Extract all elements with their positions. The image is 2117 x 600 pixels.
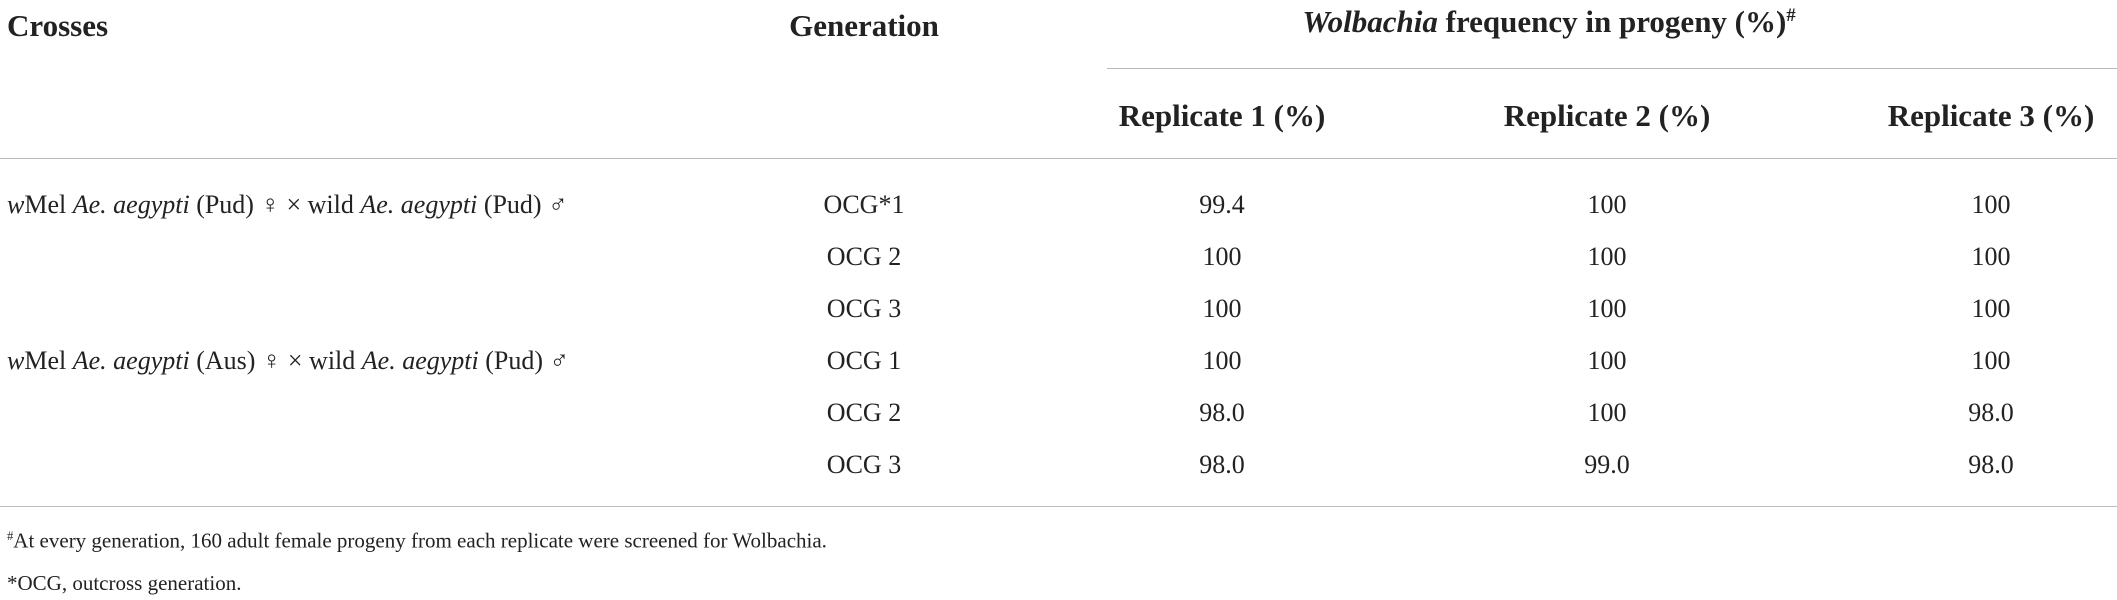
text-segment: # <box>7 529 14 543</box>
generation-cell: OCG 1 <box>827 348 901 374</box>
text-segment: Ae. aegypti <box>361 346 479 375</box>
replicate-header: Replicate 3 (%) <box>1888 100 2095 131</box>
text: 99.4 <box>1199 190 1245 219</box>
frequency-value: 100 <box>1972 244 2011 270</box>
cross-label: wMel Ae. aegypti (Aus) ♀ × wild Ae. aegy… <box>7 348 569 374</box>
frequency-value: 99.4 <box>1199 192 1245 218</box>
footnote: #At every generation, 160 adult female p… <box>7 530 827 552</box>
frequency-value: 100 <box>1588 348 1627 374</box>
text: Replicate 2 (%) <box>1503 98 1711 133</box>
text: 100 <box>1971 190 2011 219</box>
frequency-value: 100 <box>1972 296 2011 322</box>
text: OCG 3 <box>826 294 902 323</box>
frequency-value: 100 <box>1588 296 1627 322</box>
replicate-header: Replicate 2 (%) <box>1504 100 1711 131</box>
text-segment: Mel <box>24 346 73 375</box>
frequency-value: 100 <box>1588 192 1627 218</box>
frequency-value: 100 <box>1972 192 2011 218</box>
text-segment: At every generation, 160 adult female pr… <box>13 528 827 553</box>
frequency-value: 100 <box>1972 348 2011 374</box>
text: OCG 2 <box>826 398 902 427</box>
crosses-header: Crosses <box>7 10 108 41</box>
text: 98.0 <box>1199 450 1245 479</box>
header-rule <box>1107 68 2117 69</box>
text: Crosses <box>7 8 109 43</box>
text-segment: (Aus) ♀ × wild <box>189 346 362 375</box>
text: 100 <box>1587 346 1627 375</box>
cross-label: wMel Ae. aegypti (Pud) ♀ × wild Ae. aegy… <box>7 192 568 218</box>
text: 100 <box>1587 190 1627 219</box>
text: 100 <box>1587 242 1627 271</box>
text: 100 <box>1202 242 1242 271</box>
text: 100 <box>1202 346 1242 375</box>
text: OCG 3 <box>826 450 902 479</box>
frequency-value: 98.0 <box>1968 400 2014 426</box>
text: 100 <box>1971 346 2011 375</box>
generation-cell: OCG 2 <box>827 244 901 270</box>
text-segment: (Pud) ♀ × wild <box>189 190 361 219</box>
frequency-value: 100 <box>1203 296 1242 322</box>
frequency-value: 98.0 <box>1968 452 2014 478</box>
text: 100 <box>1971 294 2011 323</box>
text-segment: *OCG, outcross generation. <box>7 571 242 595</box>
text: Replicate 1 (%) <box>1118 98 1326 133</box>
text-segment: w <box>7 346 25 375</box>
text-segment: Ae. aegypti <box>72 346 190 375</box>
text-segment: # <box>1786 4 1796 26</box>
footnote: *OCG, outcross generation. <box>7 573 241 594</box>
frequency-value: 100 <box>1588 400 1627 426</box>
generation-cell: OCG 2 <box>827 400 901 426</box>
table-bottom-rule <box>0 506 2117 507</box>
text: 100 <box>1587 398 1627 427</box>
text: OCG*1 <box>823 190 905 219</box>
header-bottom-rule <box>0 158 2117 159</box>
frequency-value: 99.0 <box>1584 452 1630 478</box>
text: 100 <box>1202 294 1242 323</box>
text-segment: Mel <box>24 190 73 219</box>
text: 99.0 <box>1584 450 1630 479</box>
frequency-value: 100 <box>1588 244 1627 270</box>
text: OCG 1 <box>826 346 902 375</box>
text-segment: (Pud) ♂ <box>477 190 568 219</box>
generation-header: Generation <box>789 10 939 41</box>
text: Replicate 3 (%) <box>1887 98 2095 133</box>
text: Generation <box>789 8 939 43</box>
text: OCG 2 <box>826 242 902 271</box>
frequency-value: 100 <box>1203 244 1242 270</box>
frequency-header: Wolbachia frequency in progeny (%)# <box>1302 6 1795 37</box>
text: 98.0 <box>1199 398 1245 427</box>
text-segment: Wolbachia <box>1302 4 1438 39</box>
text-segment: Ae. aegypti <box>72 190 190 219</box>
frequency-value: 98.0 <box>1199 452 1245 478</box>
frequency-value: 98.0 <box>1199 400 1245 426</box>
text-segment: Ae. aegypti <box>360 190 478 219</box>
frequency-value: 100 <box>1203 348 1242 374</box>
text: 100 <box>1587 294 1627 323</box>
text-segment: (Pud) ♂ <box>478 346 570 375</box>
text: 100 <box>1971 242 2011 271</box>
text-segment: frequency in progeny (%) <box>1437 4 1787 39</box>
text: 98.0 <box>1968 450 2014 479</box>
generation-cell: OCG 3 <box>827 452 901 478</box>
replicate-header: Replicate 1 (%) <box>1119 100 1326 131</box>
generation-cell: OCG 3 <box>827 296 901 322</box>
generation-cell: OCG*1 <box>824 192 905 218</box>
text: 98.0 <box>1968 398 2014 427</box>
text-segment: w <box>7 190 25 219</box>
